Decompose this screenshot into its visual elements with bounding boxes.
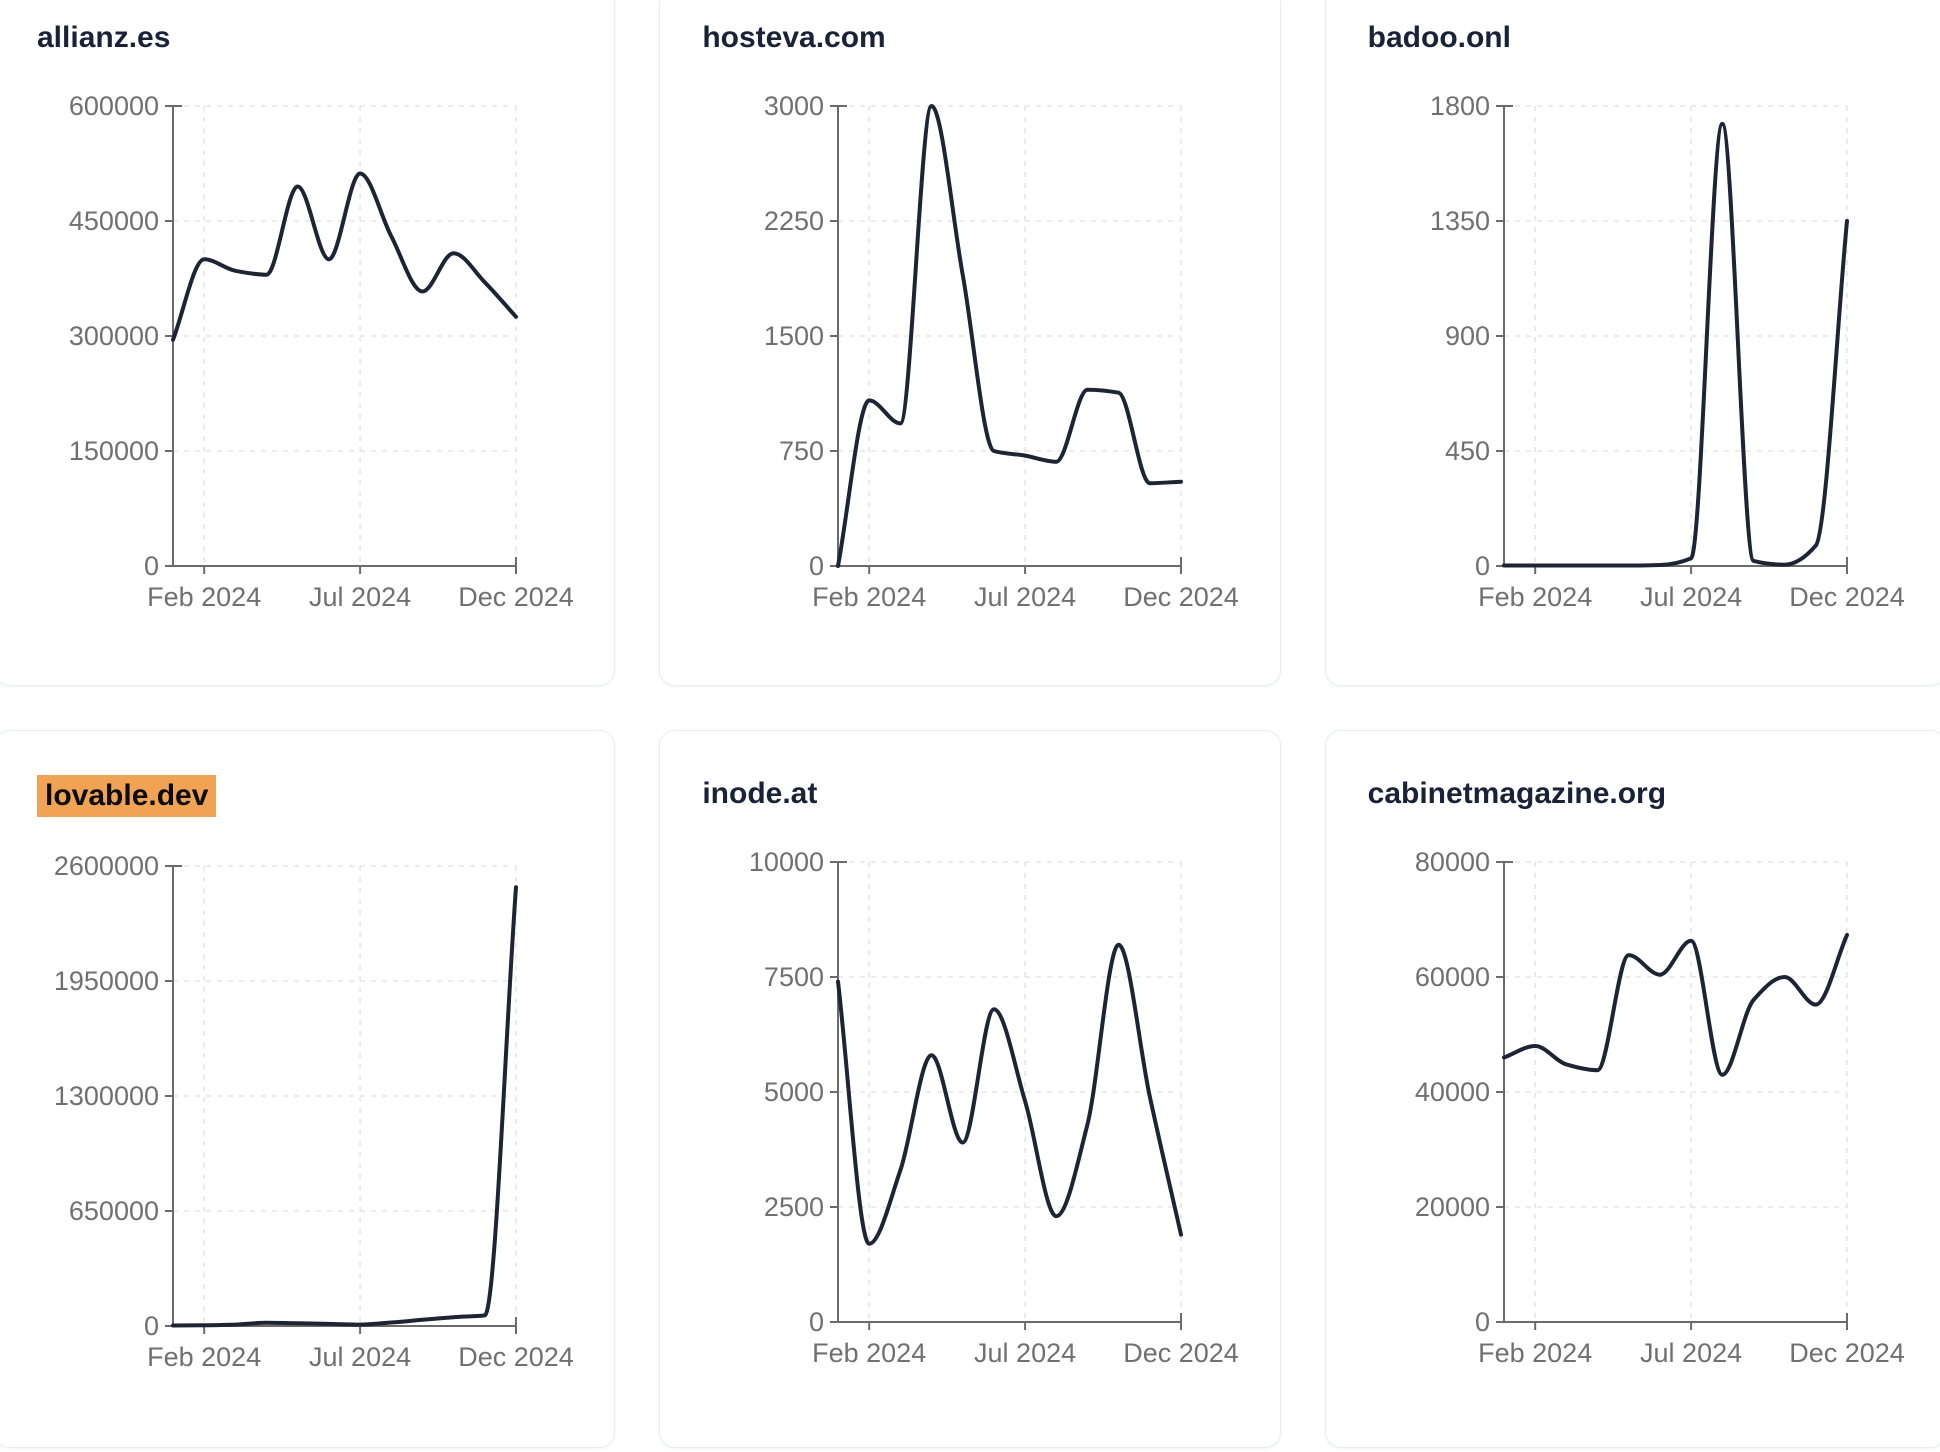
domain-card: allianz.es 0 150000 300000 450000 600000 Feb …: [0, 0, 616, 686]
svg-text:Dec 2024: Dec 2024: [458, 582, 574, 612]
domain-title-row: allianz.es: [37, 19, 614, 57]
traffic-line-chart: 0 450 900 1350 1800 Feb 2024 Jul 2024 Dec 2024: [1430, 91, 1905, 612]
traffic-line-chart: 0 150000 300000 450000 600000 Feb 2024 Jul 202…: [69, 91, 574, 612]
svg-text:2250: 2250: [764, 206, 824, 236]
svg-text:Jul 2024: Jul 2024: [309, 1342, 411, 1372]
svg-text:Feb 2024: Feb 2024: [812, 582, 926, 612]
svg-text:300000: 300000: [69, 321, 159, 351]
svg-text:Dec 2024: Dec 2024: [1124, 582, 1240, 612]
svg-text:Dec 2024: Dec 2024: [1124, 1338, 1240, 1368]
domain-link[interactable]: allianz.es: [37, 21, 171, 54]
domain-card: lovable.dev 0 650000 1300000 1950000 2600000…: [0, 730, 616, 1448]
svg-text:600000: 600000: [69, 91, 159, 121]
svg-text:10000: 10000: [749, 847, 824, 877]
svg-text:0: 0: [1475, 1307, 1490, 1337]
svg-text:2500: 2500: [764, 1192, 824, 1222]
svg-text:5000: 5000: [764, 1077, 824, 1107]
svg-text:0: 0: [144, 551, 159, 581]
svg-text:150000: 150000: [69, 436, 159, 466]
domain-card: cabinetmagazine.org 0 20000 40000 60000 8000…: [1324, 730, 1940, 1448]
svg-text:1350: 1350: [1430, 206, 1490, 236]
traffic-line-chart: 0 750 1500 2250 3000 Feb 2024 Jul 2024 Dec 2024: [764, 91, 1240, 612]
domain-title-row: cabinetmagazine.org: [1368, 775, 1940, 813]
svg-text:0: 0: [1475, 551, 1490, 581]
svg-text:Feb 2024: Feb 2024: [147, 582, 261, 612]
svg-text:Jul 2024: Jul 2024: [1640, 582, 1742, 612]
domain-link[interactable]: hosteva.com: [702, 21, 886, 54]
svg-text:2600000: 2600000: [54, 851, 159, 881]
domain-link[interactable]: cabinetmagazine.org: [1367, 777, 1667, 810]
svg-text:Jul 2024: Jul 2024: [309, 582, 411, 612]
domain-link[interactable]: lovable.dev: [37, 775, 217, 817]
domain-card: inode.at 0 2500 5000 7500 10000 Feb 2024 Jul 2…: [659, 730, 1281, 1448]
traffic-line-chart: 0 20000 40000 60000 80000 Feb 2024 Jul 2024 Dec…: [1415, 847, 1905, 1368]
svg-text:750: 750: [779, 436, 824, 466]
domain-title-row: hosteva.com: [702, 19, 1279, 57]
svg-text:80000: 80000: [1415, 847, 1490, 877]
domain-link[interactable]: badoo.onl: [1367, 21, 1511, 54]
traffic-line-chart: 0 650000 1300000 1950000 2600000 Feb 2024 Jul …: [54, 851, 574, 1372]
svg-text:0: 0: [809, 1307, 824, 1337]
svg-text:1950000: 1950000: [54, 966, 159, 996]
svg-text:Feb 2024: Feb 2024: [1478, 582, 1592, 612]
domain-title-row: lovable.dev: [37, 775, 614, 817]
svg-text:40000: 40000: [1415, 1077, 1490, 1107]
svg-text:1300000: 1300000: [54, 1081, 159, 1111]
svg-text:7500: 7500: [764, 962, 824, 992]
domain-link[interactable]: inode.at: [702, 777, 818, 810]
svg-text:Feb 2024: Feb 2024: [1478, 1338, 1592, 1368]
domain-title-row: badoo.onl: [1368, 19, 1940, 57]
svg-text:450000: 450000: [69, 206, 159, 236]
svg-text:20000: 20000: [1415, 1192, 1490, 1222]
svg-text:450: 450: [1445, 436, 1490, 466]
traffic-line-chart: 0 2500 5000 7500 10000 Feb 2024 Jul 2024 Dec 20…: [749, 847, 1240, 1368]
domain-card: hosteva.com 0 750 1500 2250 3000 Feb 2024 Jul …: [659, 0, 1281, 686]
svg-text:650000: 650000: [69, 1196, 159, 1226]
svg-text:60000: 60000: [1415, 962, 1490, 992]
svg-text:Dec 2024: Dec 2024: [458, 1342, 574, 1372]
svg-text:1500: 1500: [764, 321, 824, 351]
domain-card: badoo.onl 0 450 900 1350 1800 Feb 2024 Jul 202…: [1324, 0, 1940, 686]
svg-text:Jul 2024: Jul 2024: [974, 1338, 1076, 1368]
svg-text:Feb 2024: Feb 2024: [147, 1342, 261, 1372]
domain-title-row: inode.at: [702, 775, 1279, 813]
svg-text:0: 0: [144, 1311, 159, 1341]
svg-text:0: 0: [809, 551, 824, 581]
svg-text:900: 900: [1445, 321, 1490, 351]
svg-text:Jul 2024: Jul 2024: [1640, 1338, 1742, 1368]
svg-text:Feb 2024: Feb 2024: [812, 1338, 926, 1368]
svg-text:Jul 2024: Jul 2024: [974, 582, 1076, 612]
svg-text:Dec 2024: Dec 2024: [1789, 582, 1905, 612]
svg-text:Dec 2024: Dec 2024: [1789, 1338, 1905, 1368]
svg-text:1800: 1800: [1430, 91, 1490, 121]
svg-text:3000: 3000: [764, 91, 824, 121]
